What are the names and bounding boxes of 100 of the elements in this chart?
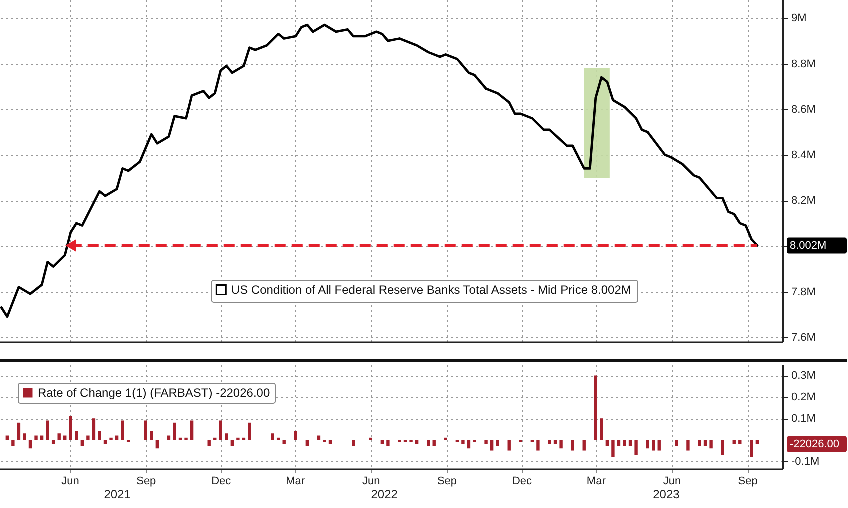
bar [496, 440, 500, 446]
bar [617, 440, 621, 446]
bar [756, 440, 760, 444]
bar [86, 436, 90, 440]
bar [190, 420, 194, 440]
x2-tick-label: 2023 [653, 488, 680, 502]
x-tick-label: Sep [136, 476, 156, 488]
bar [294, 431, 298, 440]
bar [28, 440, 32, 449]
bar [432, 440, 436, 446]
y-tick-label: 9M [792, 12, 807, 25]
bar [628, 440, 632, 446]
bar [646, 440, 650, 449]
bar [600, 418, 604, 440]
bar [236, 438, 240, 440]
bar [80, 440, 84, 446]
bar [652, 440, 656, 451]
legend-label: US Condition of All Federal Reserve Banks Total Assets - Mid Price 8.002M [231, 283, 632, 297]
bar [230, 440, 234, 446]
bar [380, 440, 384, 444]
bar [75, 431, 78, 440]
bar [721, 440, 724, 456]
bar [426, 440, 430, 446]
bar [698, 440, 702, 446]
bar [69, 416, 72, 440]
bar [732, 440, 736, 444]
bar [582, 440, 586, 451]
bar [704, 440, 708, 446]
bar [98, 431, 102, 440]
bar [352, 440, 356, 446]
y-tick-label: 7.8M [792, 286, 816, 298]
bar [58, 434, 61, 440]
x-tick-label: Dec [512, 476, 533, 488]
bar [634, 440, 638, 456]
bar [34, 436, 38, 440]
bar [282, 440, 286, 444]
bar [536, 440, 540, 451]
y-tick-label: 8.4M [792, 150, 816, 162]
y-tick-label: 8.8M [792, 58, 816, 70]
bar [46, 420, 50, 440]
bar [17, 422, 21, 440]
bar [738, 440, 742, 444]
bar [508, 440, 511, 451]
x-tick-label: Jun [62, 476, 80, 488]
bar [386, 440, 390, 446]
y-tick-label: 8.6M [792, 104, 816, 116]
bar [467, 440, 471, 449]
bar [208, 440, 211, 446]
y-tick-label: 8.2M [792, 195, 816, 208]
bar [606, 440, 610, 446]
bar [612, 440, 615, 458]
x-tick-label: Sep [437, 476, 458, 488]
x-tick-label: Mar [286, 476, 306, 488]
bar [144, 420, 148, 440]
bar [121, 420, 124, 440]
bar [110, 438, 113, 440]
bar [623, 440, 626, 446]
x-tick-label: Jun [362, 476, 380, 488]
x-tick-label: Sep [738, 476, 758, 488]
text: -22026.00 [790, 438, 840, 450]
bar [560, 440, 563, 449]
bar [571, 440, 574, 451]
bar [328, 440, 332, 444]
bar [225, 434, 228, 440]
bar [548, 440, 552, 444]
line-series [0, 24, 759, 318]
bar [104, 440, 108, 444]
bar [686, 440, 690, 451]
bar [248, 422, 252, 440]
x2-tick-label: 2021 [104, 488, 132, 502]
bar [710, 440, 713, 449]
bar [219, 420, 222, 440]
bar [92, 418, 96, 440]
bar [675, 440, 678, 446]
bar [554, 440, 558, 444]
bar [173, 422, 176, 440]
y-tick-label: 0.2M [792, 392, 816, 404]
bar [658, 440, 661, 451]
y-tick-label: 0.1M [792, 413, 816, 426]
x-tick-label: Jun [663, 476, 682, 488]
x-tick-label: Dec [212, 476, 232, 488]
bar [484, 440, 488, 444]
y-tick-label: 0.3M [792, 370, 816, 382]
x2-tick-label: 2022 [371, 488, 398, 502]
y-tick-label: -0.1M [792, 456, 820, 468]
bar [490, 440, 494, 451]
bar [184, 438, 188, 440]
bar [52, 440, 56, 444]
x-tick-label: Mar [586, 476, 606, 488]
bar [750, 440, 754, 458]
bar [23, 434, 26, 440]
legend-label: Rate of Change 1(1) (FARBAST) -22026.00 [38, 386, 270, 400]
bar [462, 440, 465, 444]
text: 8.002M [790, 240, 827, 252]
bar [12, 440, 15, 446]
bar [156, 440, 160, 449]
bar [415, 440, 419, 444]
bar [306, 440, 310, 446]
bar [271, 434, 274, 440]
bar [594, 376, 598, 440]
